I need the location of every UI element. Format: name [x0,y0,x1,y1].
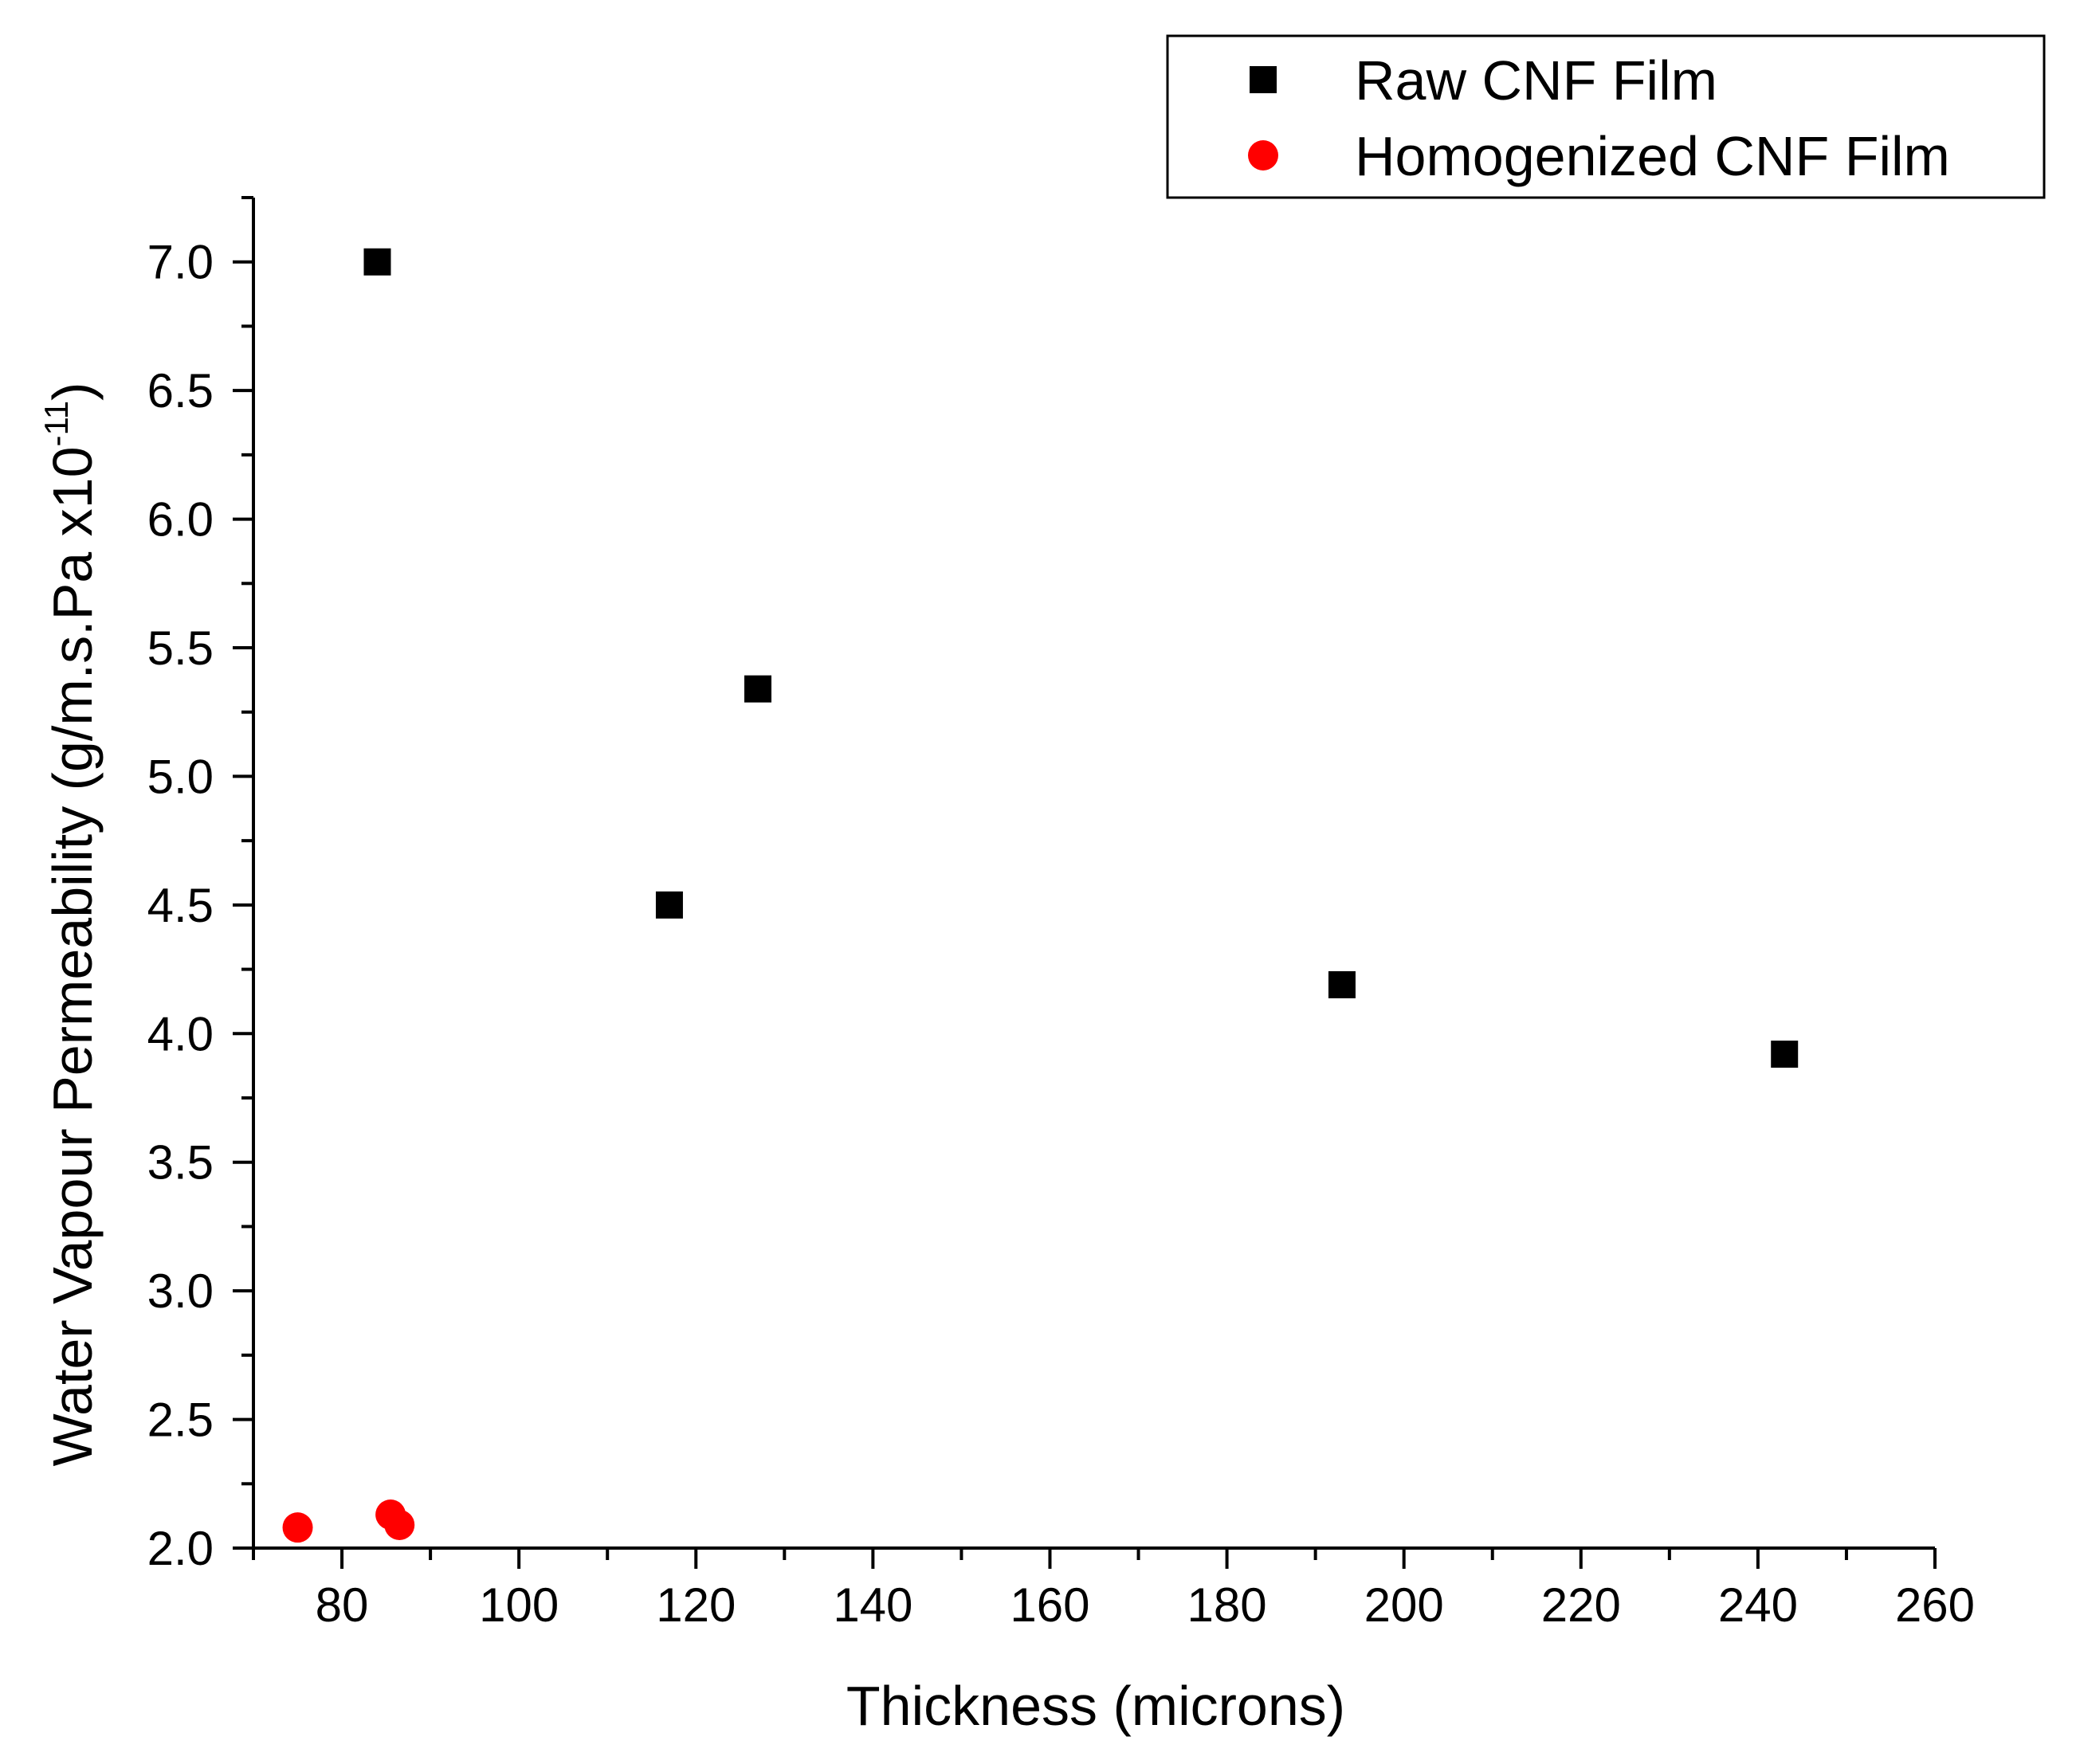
x-tick-label: 220 [1541,1578,1621,1632]
y-tick-label: 2.0 [147,1522,214,1575]
y-tick-label: 6.0 [147,493,214,547]
y-axis-title-main: Water Vapour Permeability (g/m.s.Pa x10 [41,446,104,1466]
x-tick-label: 160 [1010,1578,1089,1632]
y-tick-label: 5.0 [147,750,214,803]
axes [252,198,1935,1550]
point-raw-cnf-film [655,891,683,919]
point-raw-cnf-film [1771,1041,1799,1068]
point-raw-cnf-film [1328,970,1356,998]
legend-box [1166,34,2046,199]
x-tick-label: 120 [656,1578,736,1632]
y-tick-label: 3.5 [147,1136,214,1190]
y-tick-label: 3.0 [147,1264,214,1318]
y-tick-label: 4.0 [147,1007,214,1060]
y-tick-label: 4.5 [147,879,214,932]
y-tick-label: 2.5 [147,1394,214,1447]
data-points [282,248,1799,1543]
x-tick-label: 260 [1895,1578,1975,1632]
y-axis-title: Water Vapour Permeability (g/m.s.Pa x10-… [37,382,104,1467]
ticks: 80 100 120 140 160 180 200 220 240 260 2.0 2.5 3.0 3.… [147,196,1975,1632]
x-tick-label: 100 [479,1578,559,1632]
y-tick-label: 5.5 [147,621,214,675]
y-tick-label: 7.0 [147,236,214,289]
y-axis-title-superscript: -11 [37,401,75,447]
y-tick-label: 6.5 [147,364,214,417]
x-tick-label: 80 [316,1578,369,1632]
point-raw-cnf-film [744,675,771,703]
point-raw-cnf-film [363,248,391,276]
point-homogenized-cnf-film [384,1509,415,1540]
x-tick-label: 240 [1718,1578,1798,1632]
x-tick-label: 180 [1187,1578,1267,1632]
x-axis-title: Thickness (microns) [846,1675,1345,1737]
legend-marker-homogenized [1248,140,1278,171]
x-tick-label: 140 [833,1578,912,1632]
y-axis-title-close: ) [41,382,104,401]
legend: Raw CNF Film Homogenized CNF Film [1166,34,2046,199]
point-homogenized-cnf-film [282,1512,313,1543]
x-tick-label: 200 [1364,1578,1444,1632]
legend-label-homogenized: Homogenized CNF Film [1355,125,1950,187]
legend-marker-raw [1250,66,1277,93]
legend-label-raw: Raw CNF Film [1355,49,1717,112]
